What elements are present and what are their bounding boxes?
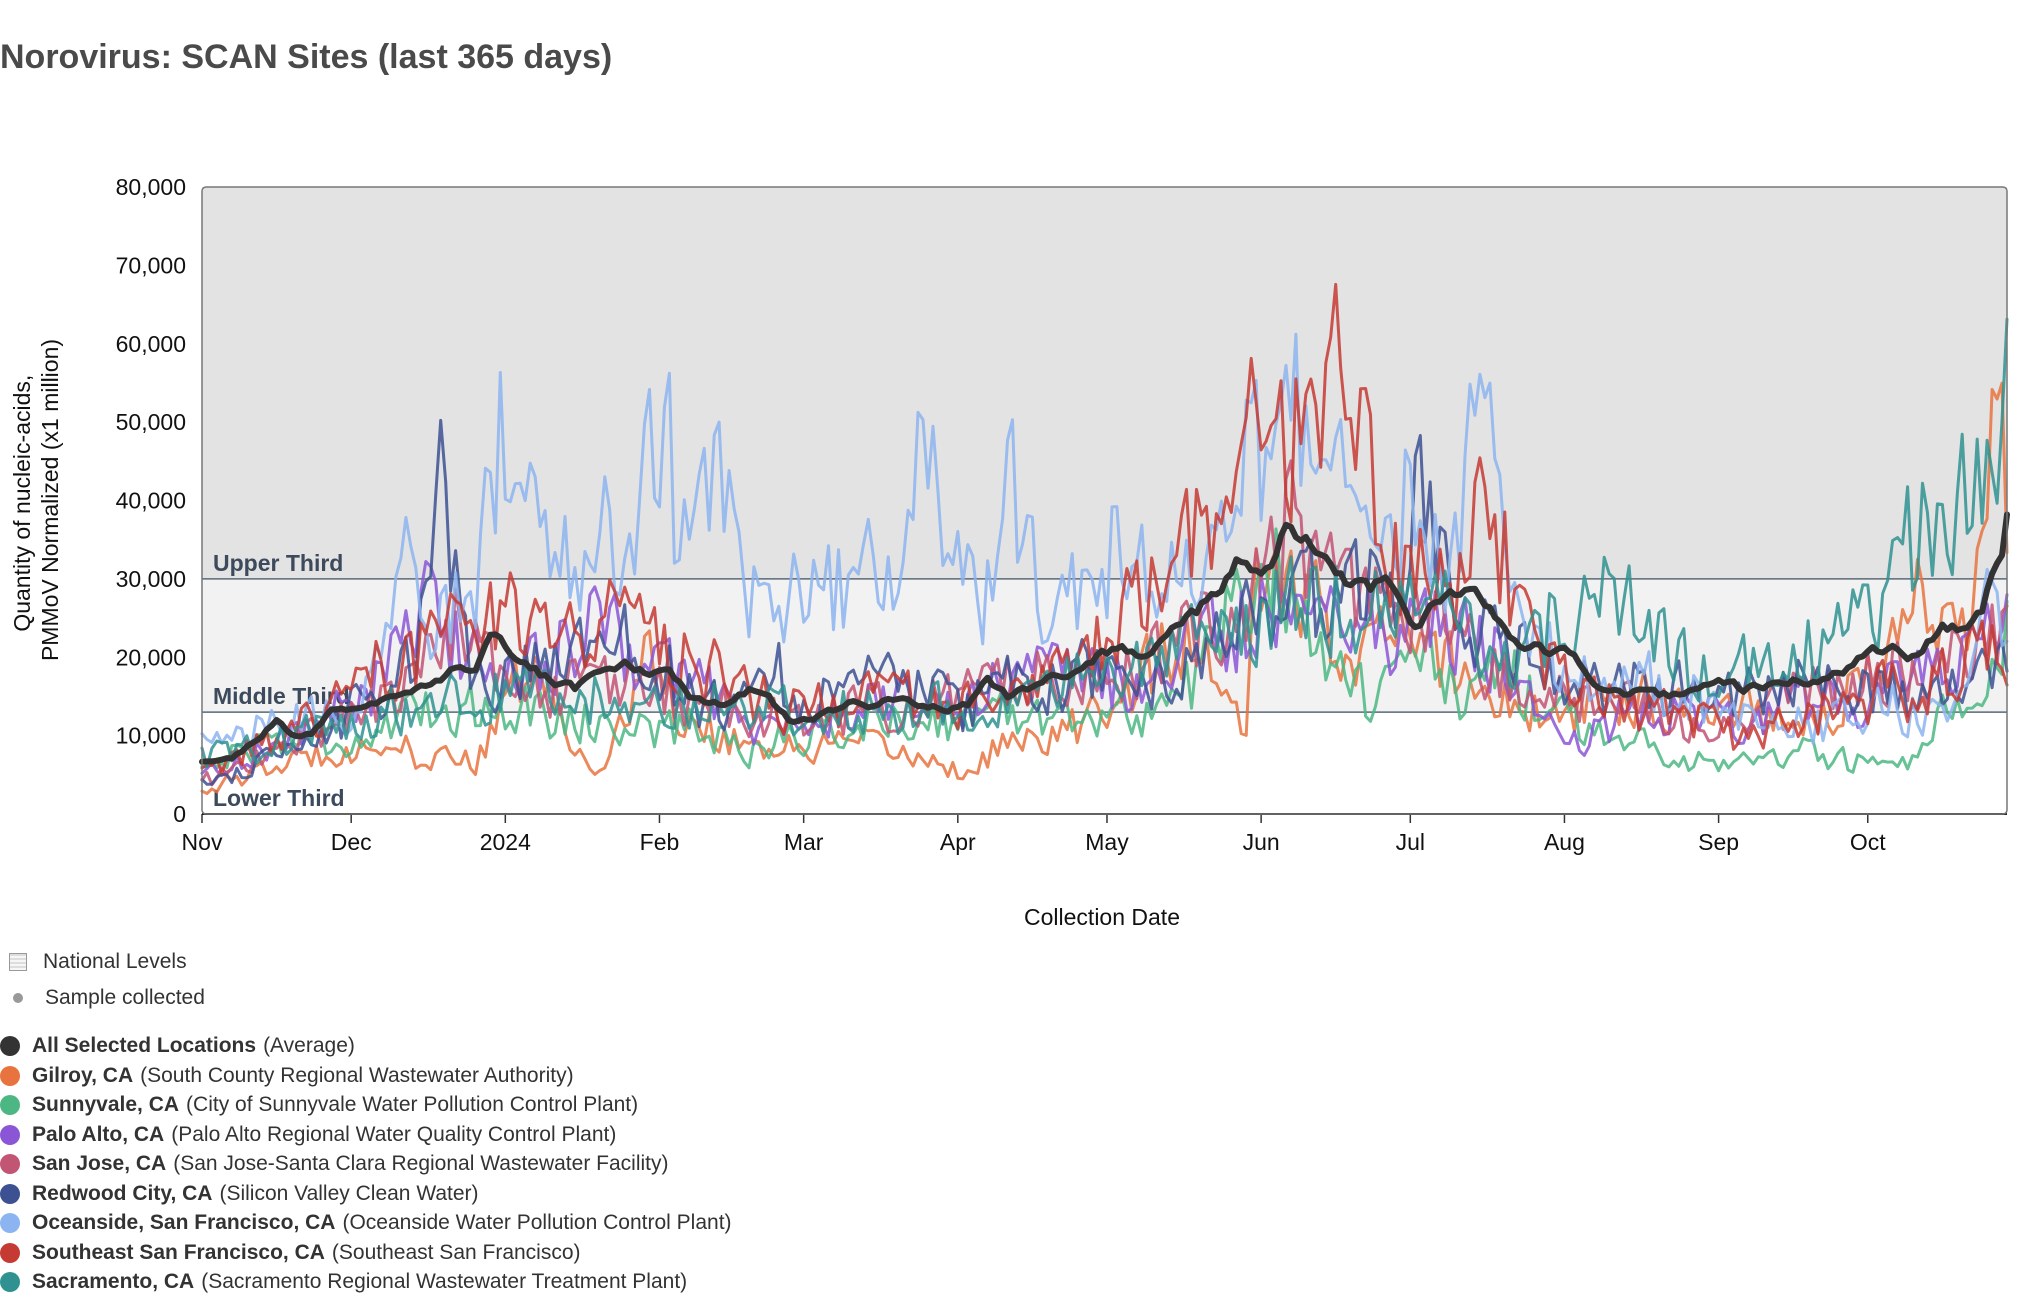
legend-item-name: All Selected Locations [32,1034,257,1057]
series-line-oceanside-san-francisco-ca[interactable] [200,332,2009,752]
legend-item-san-jose-ca[interactable]: San Jose, CA (San Jose-Santa Clara Region… [0,1152,668,1176]
y-tick-label: 0 [173,801,186,827]
national-levels-icon [9,953,27,971]
x-tick-label: Mar [784,829,824,855]
legend-dot-icon [0,1272,20,1292]
y-axis-title-line-1: Quantity of nucleic-acids, [9,375,35,632]
y-axis-title: Quantity of nucleic-acids, PMMoV Normali… [9,339,63,661]
x-tick-label: Oct [1850,829,1886,855]
band-label-lower-third: Lower Third [213,785,345,811]
page-title: Norovirus: SCAN Sites (last 365 days) [0,38,613,76]
legend-item-facility: (City of Sunnyvale Water Pollution Contr… [186,1093,639,1116]
series-line-all-selected-locations[interactable] [199,511,2010,765]
legend-dot-icon [0,1036,20,1056]
legend-item-name: Redwood City, CA [32,1181,213,1205]
x-tick-label: Nov [182,829,223,855]
legend-item-facility: (Oceanside Water Pollution Control Plant… [342,1211,732,1234]
x-tick-label: Jun [1243,829,1280,855]
legend-item-facility: (Sacramento Regional Wastewater Treatmen… [201,1270,688,1293]
x-axis-title: Collection Date [1024,904,1180,930]
legend-item-oceanside-san-francisco-ca[interactable]: Oceanside, San Francisco, CA (Oceanside W… [0,1211,732,1235]
legend-item-sacramento-ca[interactable]: Sacramento, CA (Sacramento Regional Waste… [0,1270,687,1294]
legend-item-name: Sunnyvale, CA [32,1093,180,1116]
legend-item-palo-alto-ca[interactable]: Palo Alto, CA (Palo Alto Regional Water Q… [0,1123,616,1147]
y-axis-title-line-2: PMMoV Normalized (x1 million) [37,339,63,661]
x-tick-label: Apr [940,829,976,855]
series-layer [199,282,2010,795]
legend-dot-icon [0,1154,20,1174]
legend-national-levels[interactable]: National Levels [0,950,187,974]
legend-dot-icon [0,1095,20,1115]
legend-dot-icon [0,1213,20,1233]
legend-item-gilroy-ca[interactable]: Gilroy, CA (South County Regional Wastewa… [0,1064,574,1088]
legend-sample-collected-label: Sample collected [45,986,205,1009]
band-label-upper-third: Upper Third [213,550,343,576]
legend-item-facility: (Silicon Valley Clean Water) [219,1181,479,1205]
legend-item-name: Palo Alto, CA [32,1122,165,1146]
band-upper-third [202,187,2007,579]
legend-item-facility: (Palo Alto Regional Water Quality Contro… [171,1122,617,1146]
x-tick-label: Jul [1396,829,1425,855]
legend-national-levels-label: National Levels [43,950,187,973]
y-tick-label: 50,000 [116,409,186,435]
x-tick-label: May [1085,829,1129,855]
legend-item-name: Oceanside, San Francisco, CA [32,1211,336,1234]
legend-dot-icon [0,1242,20,1263]
x-tick-label: Aug [1544,829,1585,855]
legend-item-name: Gilroy, CA [32,1063,134,1087]
legend-item-sunnyvale-ca[interactable]: Sunnyvale, CA (City of Sunnyvale Water Po… [0,1093,638,1117]
y-tick-label: 80,000 [116,174,186,200]
band-lower-third [202,712,2007,814]
legend-item-facility: (South County Regional Wastewater Author… [140,1063,574,1087]
axes-layer: 0 10,000 20,000 30,000 40,000 50,000 60,000 70,… [116,174,2007,855]
legend-dot-icon [0,1124,20,1145]
x-tick-label: 2024 [480,829,531,855]
y-tick-label: 70,000 [116,252,186,278]
x-tick-label: Sep [1698,829,1739,855]
legend-item-facility: (Southeast San Francisco) [331,1240,581,1264]
series-line-sacramento-ca[interactable] [200,317,2009,769]
x-tick-label: Feb [640,829,680,855]
legend-item-facility: (Average) [263,1034,355,1057]
legend-item-facility: (San Jose-Santa Clara Regional Wastewate… [173,1152,669,1175]
legend-item-southeast-san-francisco-ca[interactable]: Southeast San Francisco, CA (Southeast Sa… [0,1241,581,1265]
y-tick-label: 60,000 [116,331,186,357]
legend-item-name: San Jose, CA [32,1152,167,1175]
legend-item-name: Sacramento, CA [32,1270,195,1293]
y-tick-label: 20,000 [116,644,186,670]
y-tick-label: 40,000 [116,488,186,514]
legend-dot-icon [0,1183,20,1204]
legend-item-name: Southeast San Francisco, CA [32,1240,325,1264]
legend-sample-collected[interactable]: Sample collected [0,986,205,1010]
legend-item-redwood-city-ca[interactable]: Redwood City, CA (Silicon Valley Clean Wa… [0,1182,479,1206]
sample-dot-icon [13,993,23,1003]
series-line-sunnyvale-ca[interactable] [200,527,2009,774]
x-tick-label: Dec [331,829,372,855]
plot-frame [201,186,2008,815]
legend-item-all-selected-locations[interactable]: All Selected Locations (Average) [0,1034,355,1058]
y-tick-label: 30,000 [116,566,186,592]
y-tick-label: 10,000 [116,723,186,749]
legend-dot-icon [0,1065,20,1086]
